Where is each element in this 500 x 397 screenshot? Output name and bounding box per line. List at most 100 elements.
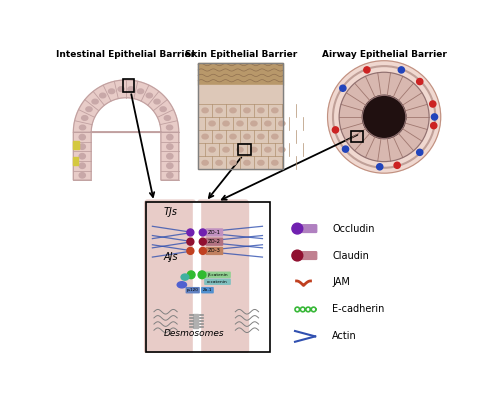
Ellipse shape: [216, 134, 222, 139]
Ellipse shape: [79, 135, 86, 140]
FancyBboxPatch shape: [144, 200, 196, 353]
Circle shape: [332, 127, 338, 133]
FancyBboxPatch shape: [186, 288, 199, 293]
Text: p-120: p-120: [187, 288, 198, 292]
Bar: [198, 85, 284, 169]
Ellipse shape: [79, 154, 86, 159]
Bar: [198, 63, 284, 85]
Bar: [238, 144, 251, 155]
Ellipse shape: [118, 87, 124, 91]
Circle shape: [200, 229, 206, 236]
Ellipse shape: [202, 160, 208, 165]
Circle shape: [187, 229, 194, 236]
Text: E-cadherin: E-cadherin: [332, 304, 384, 314]
Ellipse shape: [128, 87, 134, 91]
Circle shape: [416, 149, 423, 155]
Circle shape: [342, 146, 348, 152]
Circle shape: [394, 162, 400, 168]
Text: β-catenin: β-catenin: [207, 273, 228, 277]
FancyBboxPatch shape: [202, 288, 213, 293]
Circle shape: [328, 61, 440, 173]
Ellipse shape: [79, 163, 86, 168]
Bar: [72, 157, 78, 165]
Ellipse shape: [237, 147, 243, 152]
FancyBboxPatch shape: [205, 272, 230, 278]
Circle shape: [339, 72, 429, 162]
Ellipse shape: [177, 282, 186, 288]
Ellipse shape: [265, 147, 271, 152]
Circle shape: [188, 271, 195, 279]
Ellipse shape: [82, 116, 88, 120]
Ellipse shape: [100, 93, 106, 98]
Ellipse shape: [79, 144, 86, 149]
Ellipse shape: [160, 107, 166, 112]
Bar: [194, 314, 198, 328]
Circle shape: [292, 250, 303, 261]
Ellipse shape: [230, 134, 236, 139]
Ellipse shape: [108, 89, 114, 94]
Text: Occludin: Occludin: [332, 224, 374, 233]
Text: Intestinal Epithelial Barrier: Intestinal Epithelial Barrier: [56, 50, 196, 59]
FancyBboxPatch shape: [206, 247, 222, 254]
Ellipse shape: [272, 108, 278, 113]
Bar: [192, 202, 200, 352]
Ellipse shape: [166, 173, 173, 178]
Ellipse shape: [86, 107, 92, 112]
Text: Desmosomes: Desmosomes: [163, 329, 224, 338]
Ellipse shape: [278, 147, 285, 152]
Circle shape: [187, 247, 194, 254]
FancyBboxPatch shape: [206, 229, 222, 236]
Ellipse shape: [209, 147, 215, 152]
Bar: [198, 63, 284, 169]
Ellipse shape: [166, 144, 173, 149]
Circle shape: [292, 223, 303, 234]
Ellipse shape: [216, 108, 222, 113]
Text: Airway Epithelial Barrier: Airway Epithelial Barrier: [322, 50, 446, 59]
Ellipse shape: [138, 89, 143, 94]
Circle shape: [364, 67, 370, 73]
Ellipse shape: [251, 147, 257, 152]
Text: α-catenin: α-catenin: [207, 280, 228, 284]
Ellipse shape: [166, 154, 173, 159]
Bar: [350, 131, 363, 142]
Text: Skin Epithelial Barrier: Skin Epithelial Barrier: [184, 50, 297, 59]
Circle shape: [200, 238, 206, 245]
FancyBboxPatch shape: [301, 252, 316, 259]
Text: TJs: TJs: [164, 207, 178, 217]
Ellipse shape: [244, 134, 250, 139]
Text: ZO-1: ZO-1: [208, 230, 221, 235]
Text: AJs: AJs: [164, 252, 178, 262]
FancyBboxPatch shape: [206, 238, 222, 245]
Text: Claudin: Claudin: [332, 251, 369, 260]
Circle shape: [376, 164, 383, 170]
Ellipse shape: [258, 134, 264, 139]
Ellipse shape: [146, 93, 152, 98]
Ellipse shape: [202, 134, 208, 139]
Text: Actin: Actin: [332, 331, 357, 341]
Circle shape: [362, 95, 406, 139]
Circle shape: [430, 123, 437, 129]
FancyBboxPatch shape: [205, 279, 230, 284]
FancyBboxPatch shape: [301, 225, 316, 232]
Circle shape: [416, 79, 423, 85]
Ellipse shape: [223, 121, 229, 126]
Ellipse shape: [209, 121, 215, 126]
Text: Zo-1: Zo-1: [202, 288, 212, 292]
Ellipse shape: [258, 160, 264, 165]
Text: ZO-2: ZO-2: [208, 239, 221, 244]
Circle shape: [432, 114, 438, 120]
FancyBboxPatch shape: [198, 200, 248, 353]
Circle shape: [430, 101, 436, 107]
Ellipse shape: [278, 121, 285, 126]
Circle shape: [187, 238, 194, 245]
Ellipse shape: [92, 99, 98, 104]
Ellipse shape: [216, 160, 222, 165]
Ellipse shape: [258, 108, 264, 113]
Bar: [72, 141, 79, 149]
Ellipse shape: [265, 121, 271, 126]
Text: ZO-3: ZO-3: [208, 249, 221, 253]
Ellipse shape: [230, 108, 236, 113]
Ellipse shape: [154, 99, 160, 104]
Ellipse shape: [223, 147, 229, 152]
Ellipse shape: [166, 135, 173, 140]
